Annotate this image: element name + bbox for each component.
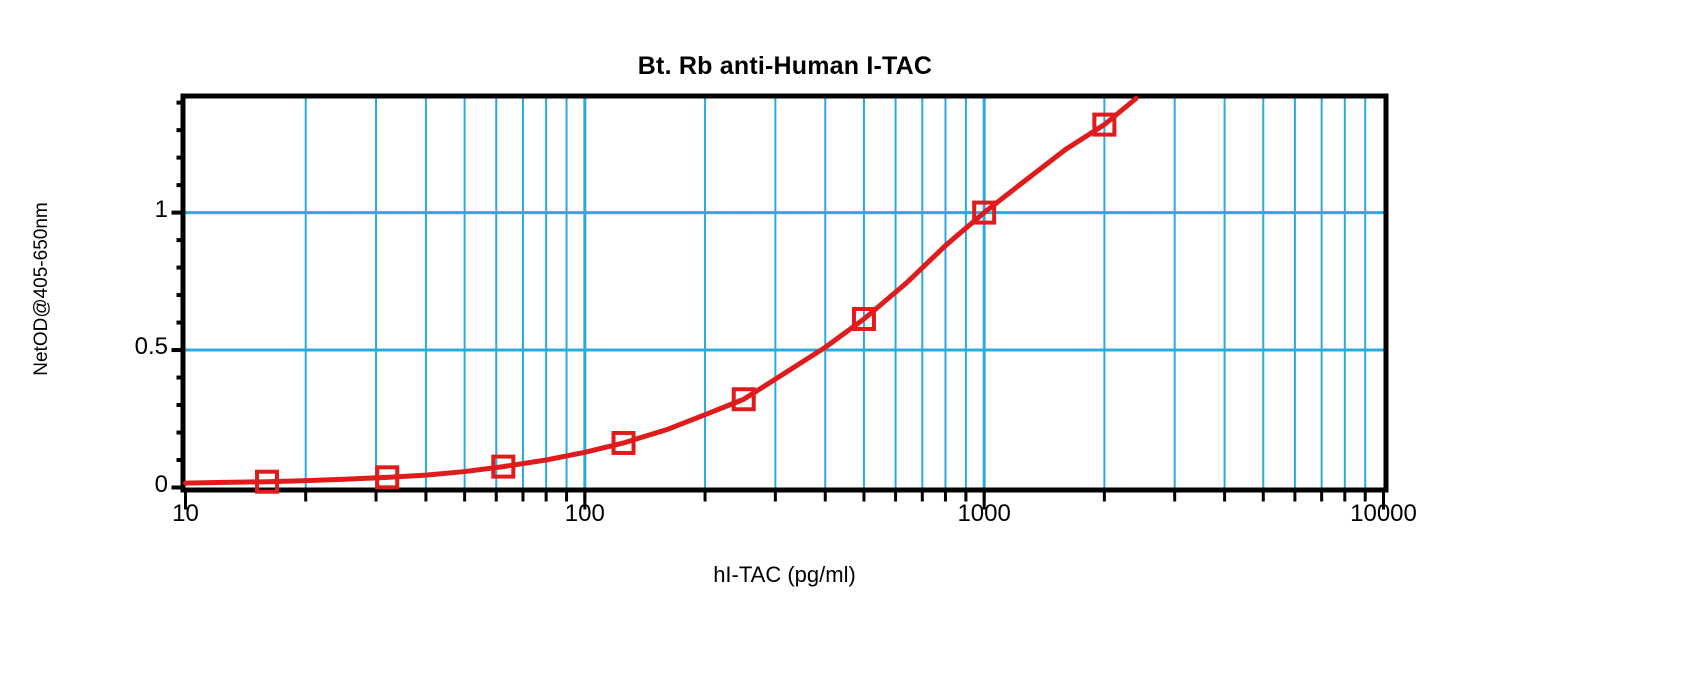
y-tick-label: 0 bbox=[154, 470, 168, 498]
x-tick-label: 100 bbox=[564, 500, 605, 527]
y-tick-label: 0.5 bbox=[134, 333, 168, 361]
grid-vertical-minor bbox=[304, 98, 1367, 488]
x-axis-ticks bbox=[184, 490, 1385, 510]
data-point-markers bbox=[255, 112, 1117, 494]
data-point-marker bbox=[1092, 112, 1117, 137]
data-point-marker bbox=[611, 430, 636, 455]
y-tick-label: 1 bbox=[154, 195, 168, 223]
standard-curve bbox=[183, 96, 1139, 486]
grid-horizontal-major bbox=[185, 211, 1384, 352]
data-point-marker bbox=[491, 454, 516, 479]
data-point-marker bbox=[255, 469, 280, 494]
x-tick-label: 10 bbox=[172, 500, 199, 527]
data-point-marker bbox=[851, 306, 876, 331]
data-point-marker bbox=[375, 465, 400, 490]
data-point-marker bbox=[972, 200, 997, 225]
chart-title: Bt. Rb anti-Human I-TAC bbox=[637, 52, 933, 80]
plot-frame bbox=[180, 93, 1389, 493]
x-axis-label: hI-TAC (pg/ml) bbox=[713, 562, 856, 587]
x-tick-label: 10000 bbox=[1350, 500, 1417, 527]
x-tick-label: 1000 bbox=[957, 500, 1011, 527]
data-point-marker bbox=[731, 387, 756, 412]
